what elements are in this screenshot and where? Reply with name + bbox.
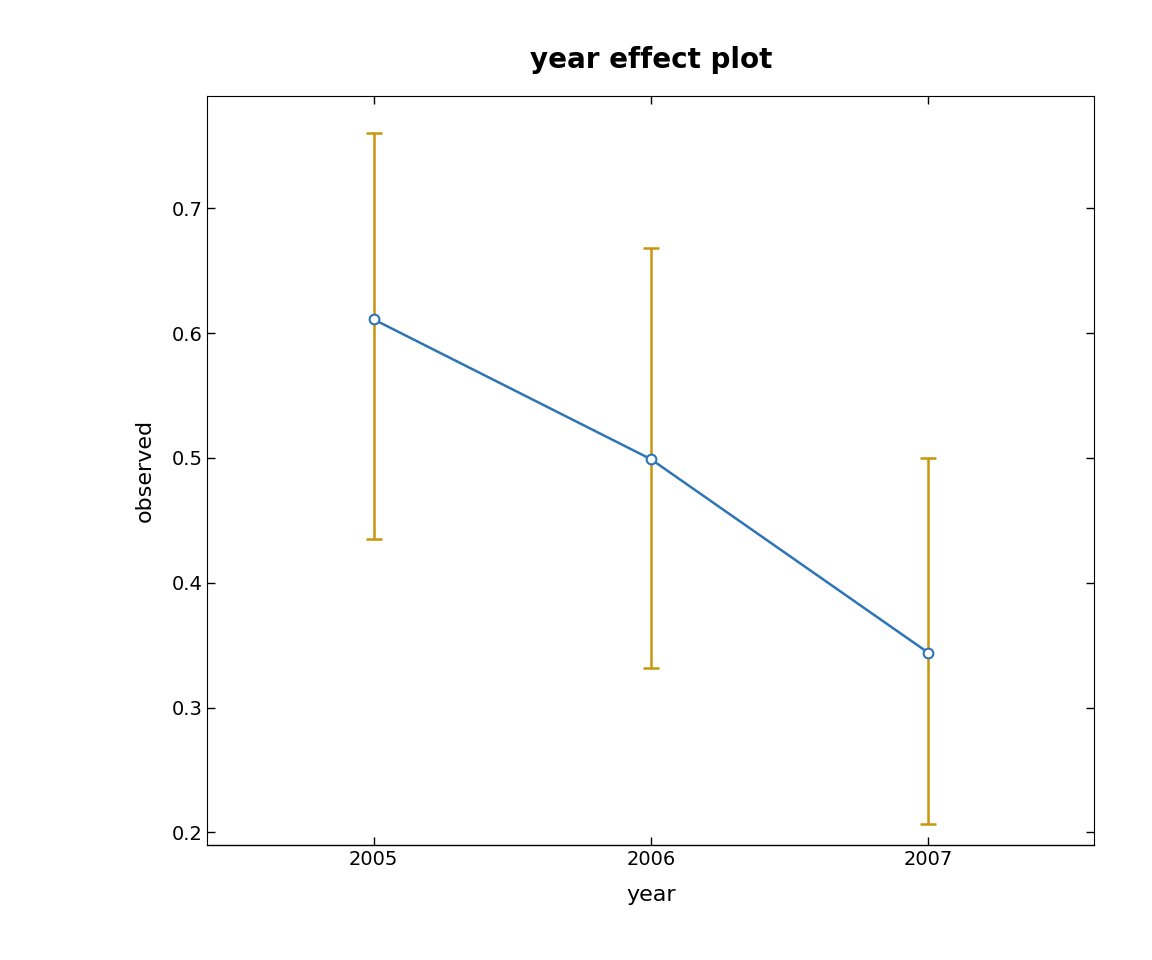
X-axis label: year: year [626,885,676,905]
Y-axis label: observed: observed [135,419,154,522]
Title: year effect plot: year effect plot [530,46,772,74]
